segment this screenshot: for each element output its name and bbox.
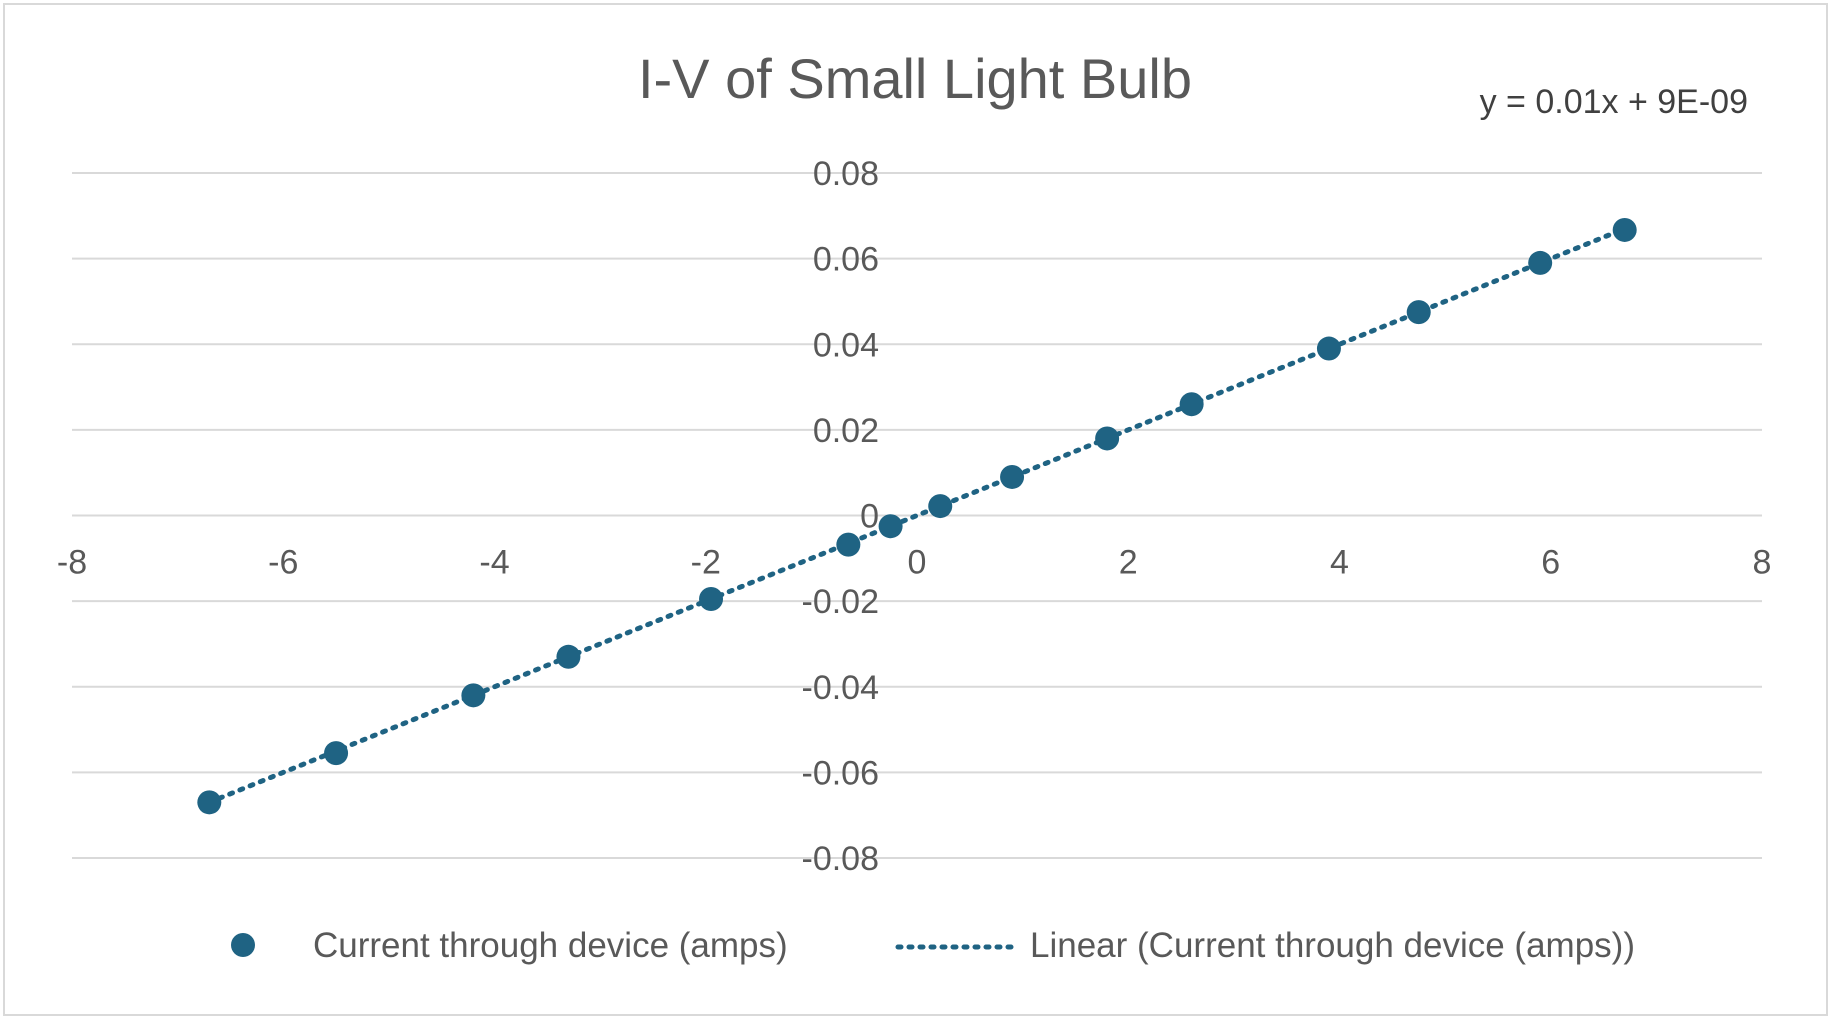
x-tick-label: -2: [691, 544, 721, 582]
data-point: [1612, 217, 1637, 242]
data-point: [556, 644, 581, 669]
data-points: [197, 217, 1637, 815]
y-tick-label: 0: [860, 498, 879, 536]
chart-svg: I-V of Small Light Bulb y = 0.01x + 9E-0…: [57, 47, 1772, 965]
x-tick-label: -4: [479, 544, 509, 582]
legend-label-trendline: Linear (Current through device (amps)): [1030, 926, 1635, 965]
legend-label-series: Current through device (amps): [313, 926, 788, 965]
y-tick-label: -0.08: [802, 840, 880, 878]
data-point: [1000, 464, 1025, 489]
x-tick-label: 0: [908, 544, 927, 582]
x-tick-label: -8: [57, 544, 87, 582]
data-point: [461, 683, 486, 708]
chart-title: I-V of Small Light Bulb: [638, 47, 1192, 110]
y-tick-label: -0.06: [802, 754, 880, 792]
y-tick-label: -0.02: [802, 583, 880, 621]
chart-frame: I-V of Small Light Bulb y = 0.01x + 9E-0…: [3, 3, 1828, 1016]
x-tick-label: 6: [1541, 544, 1560, 582]
y-tick-label: 0.08: [813, 155, 879, 193]
trendline: [206, 226, 1628, 805]
y-tick-labels: 0.08 0.06 0.04 0.02 0 -0.02 -0.04 -0.06 -0.08: [802, 155, 880, 878]
y-tick-label: -0.04: [802, 669, 880, 707]
legend-marker-series: [231, 933, 255, 957]
x-tick-label: -6: [268, 544, 298, 582]
data-point: [928, 494, 953, 519]
data-point: [1095, 426, 1120, 451]
data-point: [1316, 336, 1341, 361]
legend: Current through device (amps) Linear (Cu…: [231, 926, 1635, 965]
data-point: [699, 586, 724, 611]
y-tick-label: 0.04: [813, 326, 879, 364]
data-point: [836, 532, 861, 557]
data-point: [878, 514, 903, 539]
trendline-layer: [206, 226, 1628, 805]
data-point: [197, 790, 222, 815]
data-point: [1528, 250, 1553, 275]
x-tick-labels: -8 -6 -4 -2 0 2 4 6 8: [57, 544, 1772, 582]
x-tick-label: 4: [1330, 544, 1349, 582]
data-point: [1179, 392, 1204, 417]
data-point: [324, 741, 349, 766]
x-tick-label: 2: [1119, 544, 1138, 582]
trendline-equation: y = 0.01x + 9E-09: [1480, 83, 1748, 121]
x-tick-label: 8: [1753, 544, 1772, 582]
data-point: [1406, 300, 1431, 325]
y-tick-label: 0.02: [813, 412, 879, 450]
y-tick-label: 0.06: [813, 241, 879, 279]
